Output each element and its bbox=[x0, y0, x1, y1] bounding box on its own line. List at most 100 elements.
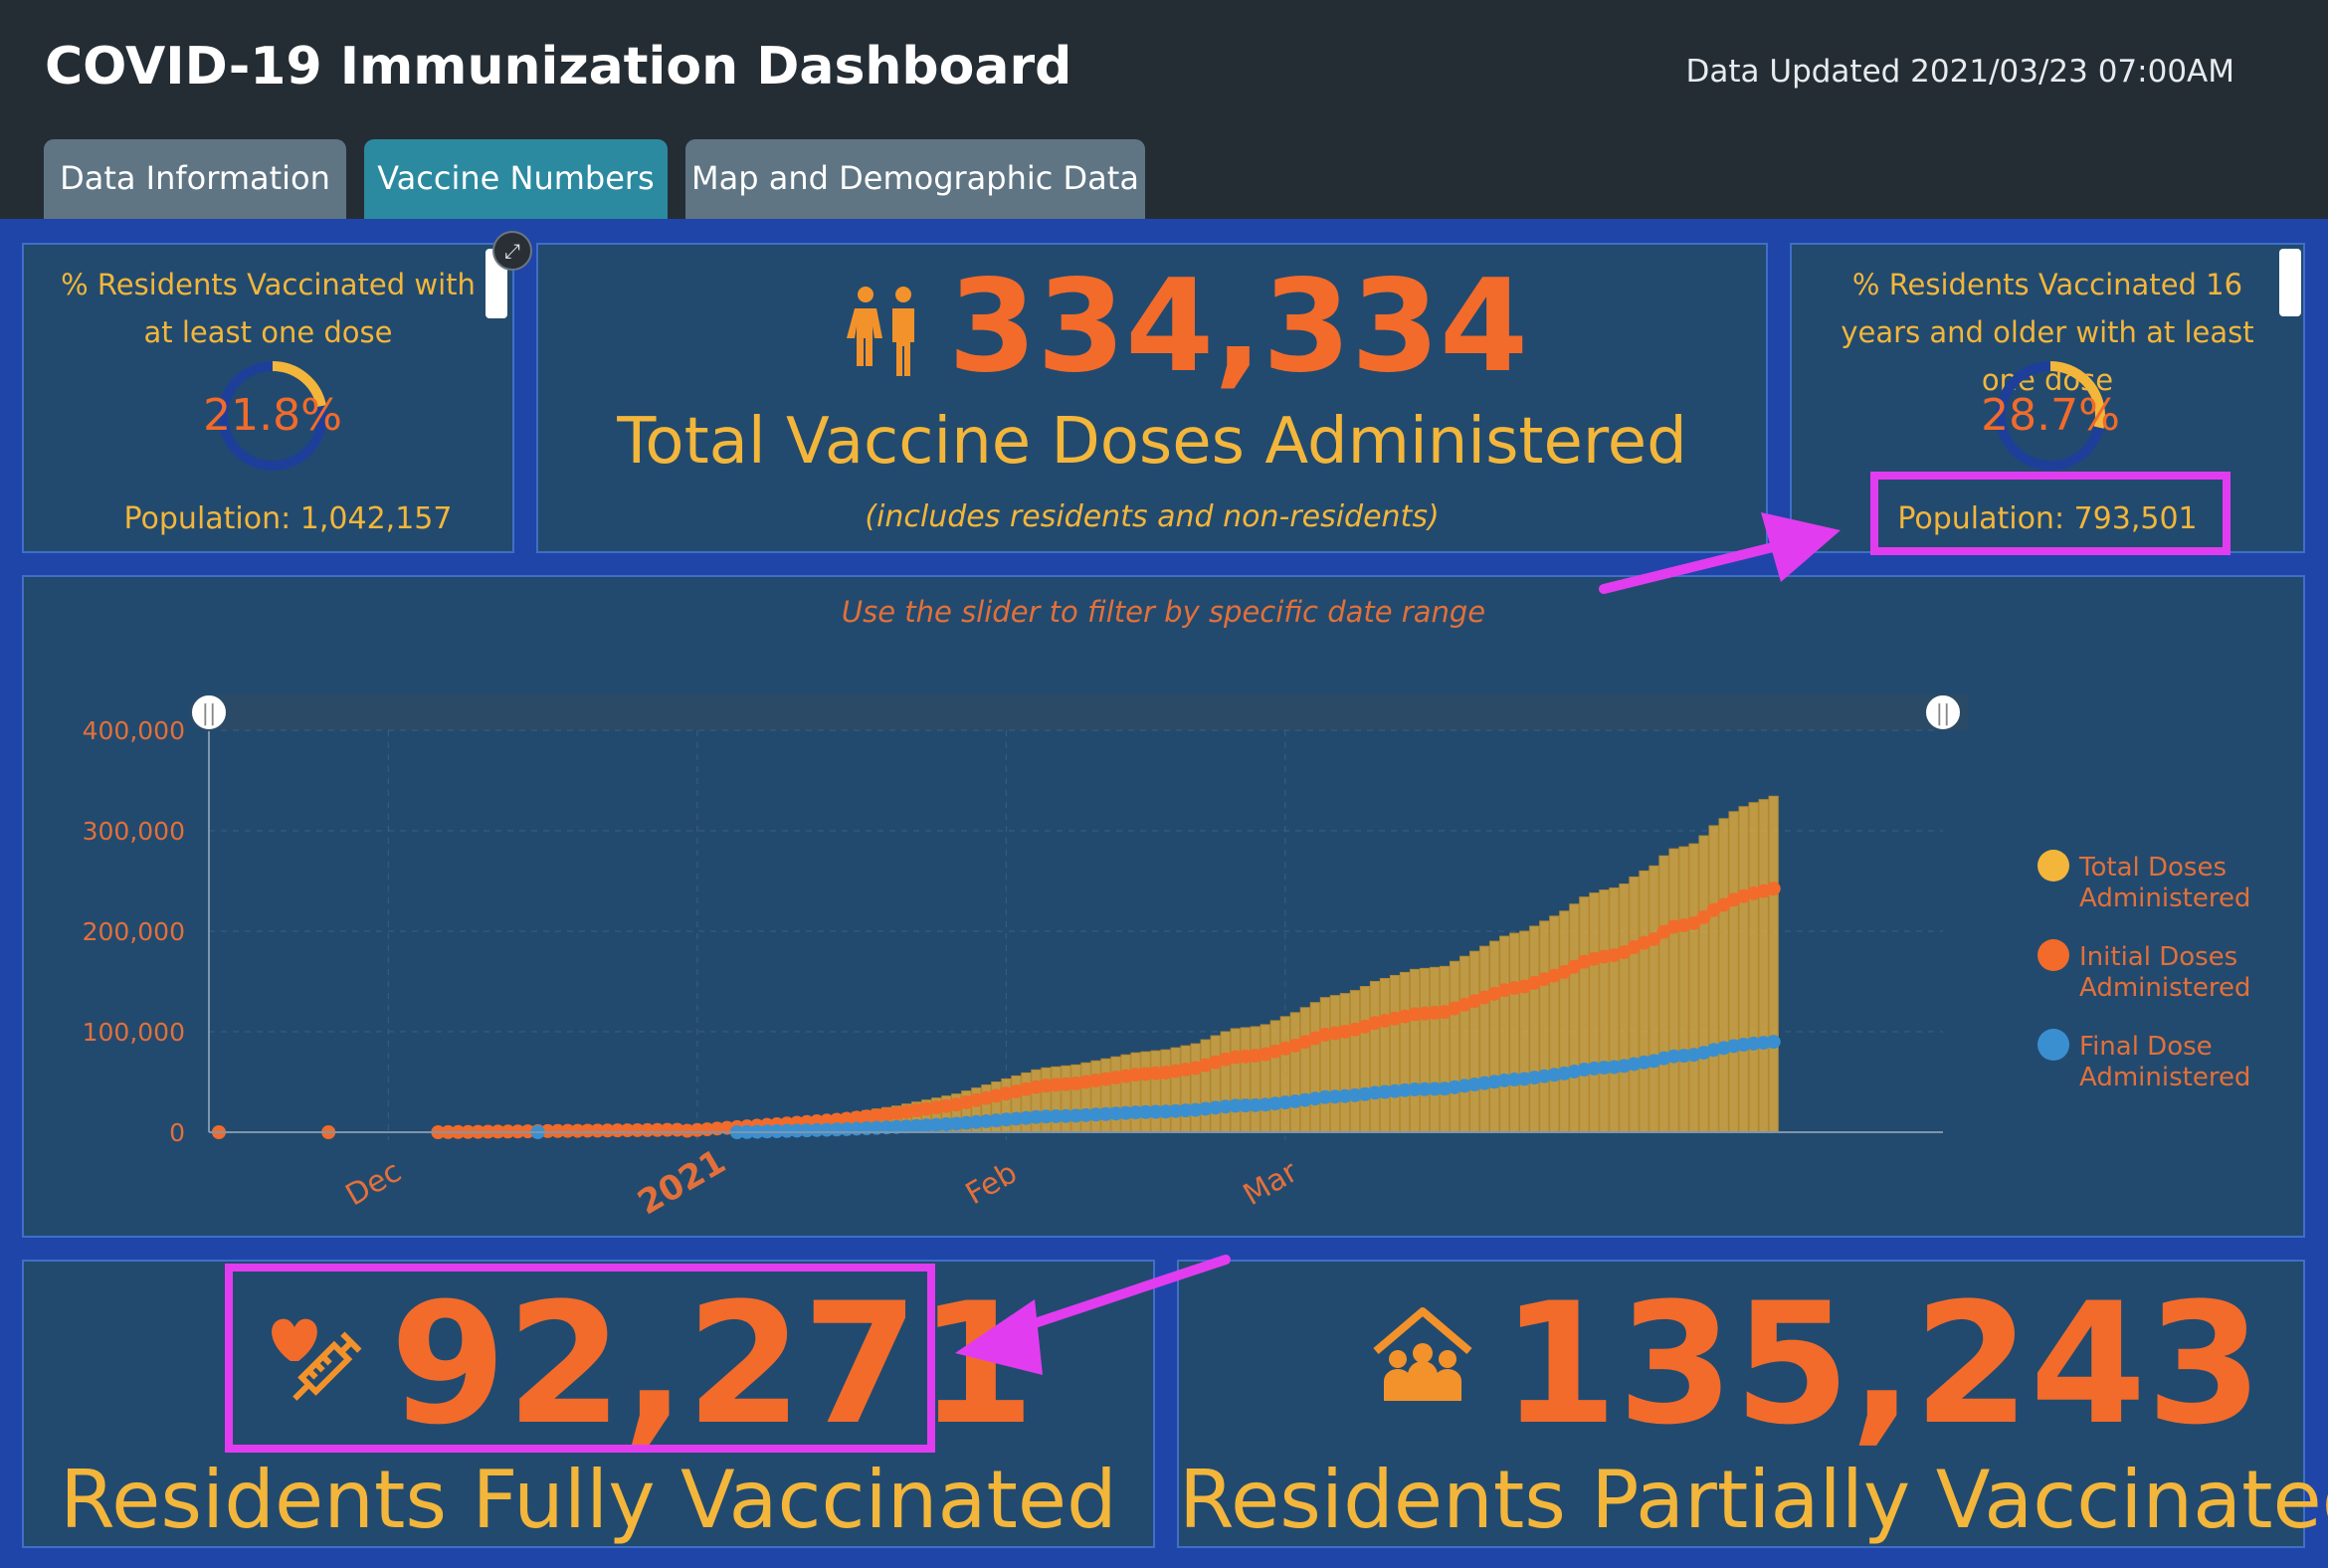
slider-handle-right[interactable] bbox=[1924, 693, 1962, 731]
final-dose-point bbox=[1368, 1085, 1383, 1100]
progress-ring bbox=[1996, 361, 2105, 471]
final-dose-point bbox=[899, 1119, 914, 1134]
total-doses-bar bbox=[1579, 896, 1590, 1133]
total-doses-bar bbox=[1190, 1043, 1201, 1133]
total-doses-bar bbox=[1479, 945, 1490, 1133]
total-doses-bar bbox=[1718, 818, 1729, 1133]
expand-icon[interactable]: ⤢ bbox=[492, 231, 532, 271]
initial-dose-point bbox=[550, 1123, 565, 1138]
tab-data-information[interactable]: Data Information bbox=[44, 139, 346, 219]
initial-dose-point bbox=[1138, 1067, 1153, 1081]
final-dose-point bbox=[959, 1115, 974, 1130]
total-doses-bar bbox=[1349, 990, 1361, 1133]
slider-handle-left-grip: || bbox=[202, 701, 217, 726]
x-axis: Dec 2021 Feb Mar bbox=[340, 1141, 1304, 1223]
final-dose-point bbox=[1009, 1111, 1024, 1126]
legend-swatch bbox=[2037, 850, 2069, 882]
final-dose-point bbox=[1039, 1109, 1054, 1124]
final-dose-point bbox=[1756, 1036, 1771, 1051]
final-dose-point bbox=[810, 1122, 825, 1137]
total-doses-bar bbox=[1339, 993, 1351, 1133]
initial-dose-point bbox=[1238, 1049, 1253, 1064]
initial-dose-point bbox=[650, 1122, 665, 1137]
scrollbar-thumb[interactable] bbox=[2279, 249, 2301, 316]
total-doses-bar bbox=[1389, 974, 1401, 1133]
final-dose-point bbox=[1168, 1103, 1183, 1118]
initial-dose-point bbox=[1408, 1007, 1423, 1022]
final-dose-point bbox=[1766, 1035, 1781, 1050]
initial-dose-point bbox=[1418, 1006, 1433, 1021]
total-doses-bar bbox=[1289, 1012, 1300, 1133]
total-doses-bar bbox=[1379, 977, 1391, 1133]
initial-dose-point bbox=[689, 1122, 704, 1137]
initial-dose-point bbox=[1647, 931, 1661, 946]
total-doses-bar bbox=[1319, 997, 1331, 1133]
total-doses-bar bbox=[1728, 811, 1739, 1133]
total-doses-bar bbox=[1469, 950, 1480, 1133]
initial-dose-point bbox=[1766, 882, 1781, 896]
chart-panel: Use the slider to filter by specific dat… bbox=[22, 575, 2305, 1238]
total-doses-bar bbox=[1539, 920, 1550, 1133]
final-dose-point bbox=[1587, 1061, 1602, 1076]
final-dose-point bbox=[999, 1112, 1014, 1127]
final-dose-point bbox=[1428, 1081, 1443, 1096]
initial-dose-point bbox=[590, 1123, 605, 1138]
total-doses-bar bbox=[1559, 910, 1570, 1133]
final-dose-point bbox=[889, 1119, 904, 1134]
total-doses-bar bbox=[1519, 930, 1530, 1133]
total-doses-bar bbox=[1589, 892, 1600, 1133]
total-doses-bar bbox=[1200, 1039, 1211, 1133]
total-doses-bar bbox=[1629, 876, 1640, 1133]
total-doses-bar bbox=[1569, 903, 1580, 1133]
final-dose-point bbox=[979, 1113, 994, 1128]
date-range-slider-track bbox=[209, 694, 1968, 730]
initial-dose-point bbox=[640, 1122, 655, 1137]
final-dose-point bbox=[1158, 1104, 1173, 1119]
final-dose-point bbox=[1408, 1082, 1423, 1097]
total-doses-bar bbox=[1369, 981, 1381, 1133]
total-doses-bar bbox=[1599, 889, 1610, 1133]
legend-label: Initial Doses Administered bbox=[2079, 942, 2250, 1003]
total-doses-bar bbox=[1210, 1035, 1221, 1133]
legend-label: Final Dose Administered bbox=[2079, 1032, 2250, 1092]
final-dose-point bbox=[1248, 1097, 1262, 1112]
total-doses-bar bbox=[1708, 825, 1719, 1133]
tab-map-demographic-data[interactable]: Map and Demographic Data bbox=[685, 139, 1145, 219]
people-icon bbox=[847, 287, 914, 376]
chart-legend: Total Doses Administered Initial Doses Admi… bbox=[2037, 850, 2250, 1092]
initial-dose-point bbox=[1049, 1078, 1064, 1092]
tab-vaccine-numbers[interactable]: Vaccine Numbers bbox=[364, 139, 668, 219]
total-doses-bars bbox=[681, 795, 1779, 1133]
legend-swatch bbox=[2037, 1029, 2069, 1061]
final-dose-point bbox=[1078, 1107, 1093, 1122]
y-tick-label: 300,000 bbox=[83, 817, 185, 846]
total-doses-bar bbox=[1359, 986, 1371, 1133]
y-tick-label: 0 bbox=[169, 1118, 185, 1147]
initial-dose-point bbox=[1059, 1077, 1073, 1091]
total-doses-bar bbox=[1609, 887, 1620, 1133]
total-doses-bar bbox=[1529, 925, 1540, 1133]
total-doses-bar bbox=[1180, 1045, 1191, 1133]
final-dose-point bbox=[939, 1117, 954, 1132]
total-doses-bar bbox=[1489, 940, 1500, 1133]
initial-dose-point bbox=[1428, 1005, 1443, 1020]
final-dose-point bbox=[1128, 1105, 1143, 1120]
legend-swatch bbox=[2037, 939, 2069, 971]
final-dose-point bbox=[1666, 1049, 1681, 1064]
total-doses-bar bbox=[1250, 1026, 1261, 1133]
total-doses-bar bbox=[1758, 799, 1769, 1133]
final-dose-point bbox=[1327, 1089, 1342, 1104]
slider-handle-left[interactable] bbox=[190, 693, 228, 731]
total-doses-bar bbox=[1100, 1058, 1111, 1133]
total-doses-bar bbox=[1160, 1049, 1171, 1133]
total-doses-bar bbox=[1110, 1056, 1121, 1133]
data-updated-timestamp: Data Updated 2021/03/23 07:00AM bbox=[1685, 54, 2235, 90]
total-doses-bar bbox=[1329, 995, 1341, 1133]
total-doses-bar bbox=[1698, 835, 1709, 1133]
final-dose-point bbox=[1049, 1108, 1064, 1123]
y-tick-label: 400,000 bbox=[83, 716, 185, 745]
total-doses-bar bbox=[1130, 1052, 1141, 1133]
total-doses-bar bbox=[1678, 846, 1689, 1133]
final-dose-point bbox=[1138, 1104, 1153, 1119]
final-dose-point bbox=[1228, 1098, 1243, 1113]
